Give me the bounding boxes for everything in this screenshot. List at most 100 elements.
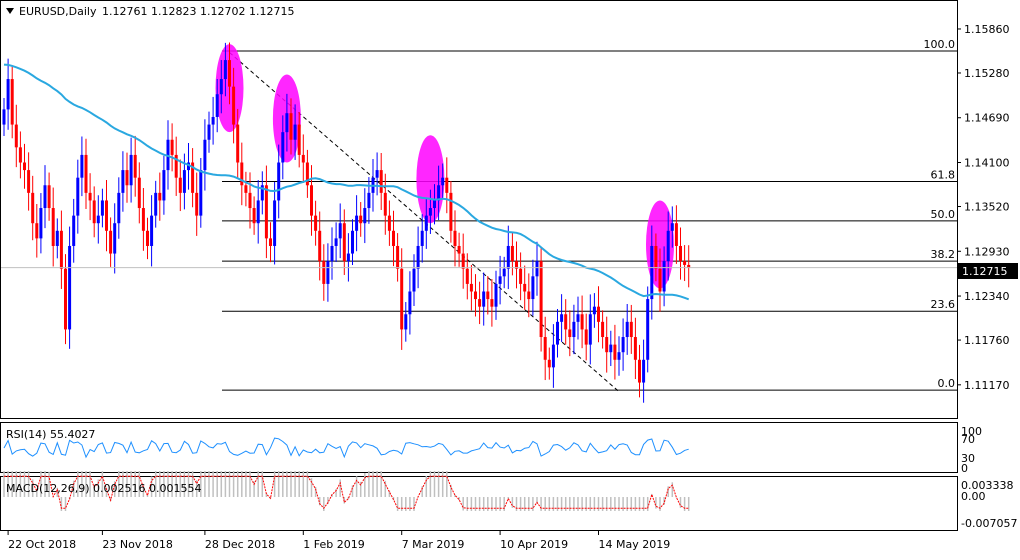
candle-body [576, 314, 580, 322]
fib-level-label: 50.0 [931, 208, 956, 221]
candle-body [113, 223, 117, 254]
candle-body [80, 154, 84, 178]
candle-body [383, 192, 387, 216]
candle-body [248, 192, 252, 209]
time-tick-label: 1 Feb 2019 [303, 538, 364, 551]
candle-body [523, 283, 527, 292]
candle-body [277, 162, 281, 201]
candle-body [351, 230, 354, 254]
candle-body [133, 154, 137, 178]
candle-body [572, 321, 576, 338]
time-tick-label: 7 Mar 2019 [402, 538, 465, 551]
candle-body [14, 124, 18, 148]
candle-body [305, 162, 309, 186]
candle-body [289, 113, 293, 140]
candle-body [605, 337, 609, 353]
candle-body [31, 192, 35, 224]
candle-body [137, 177, 141, 209]
candle-body [346, 253, 350, 262]
macd-histogram [3, 471, 690, 511]
candle-body [679, 245, 682, 262]
candle-body [121, 170, 125, 193]
fib-level-label: 100.0 [924, 38, 956, 51]
candle-body [18, 147, 22, 163]
candle-body [531, 276, 535, 300]
candle-body [285, 113, 289, 133]
candle-body [683, 261, 687, 265]
candles-layer [2, 42, 691, 403]
price-tick-label: 1.11170 [964, 379, 1010, 392]
macd-level-zero: 0.00 [961, 490, 986, 503]
candle-body [527, 291, 531, 300]
candle-body [154, 192, 158, 216]
candle-body [506, 245, 510, 269]
candle-body [478, 299, 482, 307]
candle-body [543, 337, 547, 360]
rsi-level-70: 70 [961, 433, 975, 446]
candle-body [43, 185, 47, 209]
menu-triangle-icon[interactable] [6, 8, 14, 14]
candle-body [445, 177, 449, 193]
candle-body [465, 268, 469, 284]
candle-body [498, 276, 502, 284]
candle-body [88, 192, 92, 201]
candle-body [638, 359, 641, 383]
candle-body [310, 185, 313, 216]
candle-body [215, 94, 219, 117]
candle-body [76, 177, 80, 216]
candle-body [588, 314, 592, 345]
candle-body [125, 170, 129, 186]
candle-body [592, 306, 596, 315]
candle-body [375, 170, 379, 178]
candle-body [420, 230, 424, 246]
candle-body [318, 230, 322, 262]
candle-body [650, 245, 654, 300]
price-tick-label: 1.13520 [964, 201, 1010, 214]
candle-body [687, 264, 691, 268]
candle-body [191, 162, 195, 193]
candle-body [625, 321, 629, 338]
candle-body [27, 170, 31, 193]
candle-body [174, 154, 178, 178]
candle-body [363, 208, 367, 224]
candle-body [330, 245, 334, 262]
candle-body [367, 192, 371, 209]
time-tick-label: 28 Dec 2018 [205, 538, 275, 551]
candle-body [474, 291, 477, 300]
candle-body [129, 154, 133, 186]
candle-body [453, 230, 457, 246]
candle-body [556, 321, 559, 345]
candle-body [170, 139, 174, 155]
candle-body [203, 139, 207, 171]
candle-body [334, 238, 338, 246]
candle-body [35, 223, 39, 239]
candle-body [629, 321, 633, 338]
candle-body [457, 245, 461, 254]
candle-body [55, 230, 59, 246]
candle-body [502, 268, 506, 277]
candle-body [117, 192, 121, 224]
candle-body [564, 314, 568, 330]
candle-body [666, 230, 670, 262]
candle-body [314, 215, 318, 231]
highlight-layer [215, 44, 674, 289]
fib-level-label: 38.2 [931, 248, 956, 261]
candle-body [662, 261, 666, 292]
candle-body [6, 79, 10, 110]
time-tick-label: 14 May 2019 [599, 538, 671, 551]
candle-body [84, 154, 88, 193]
time-tick-label: 23 Nov 2018 [102, 538, 172, 551]
candle-body [150, 215, 154, 246]
price-tick-label: 1.14690 [964, 112, 1010, 125]
candle-body [461, 253, 465, 269]
candle-body [51, 208, 55, 246]
candle-body [141, 208, 145, 231]
rsi-level-0: 0 [961, 462, 968, 475]
candle-body [547, 359, 551, 368]
candle-body [568, 329, 572, 338]
candle-body [281, 132, 285, 163]
candle-body [387, 215, 391, 231]
price-axis: 1.15860 1.15280 1.14690 1.14100 1.13520 1.129… [957, 23, 1010, 392]
candle-body [584, 329, 588, 345]
candle-body [433, 200, 436, 209]
